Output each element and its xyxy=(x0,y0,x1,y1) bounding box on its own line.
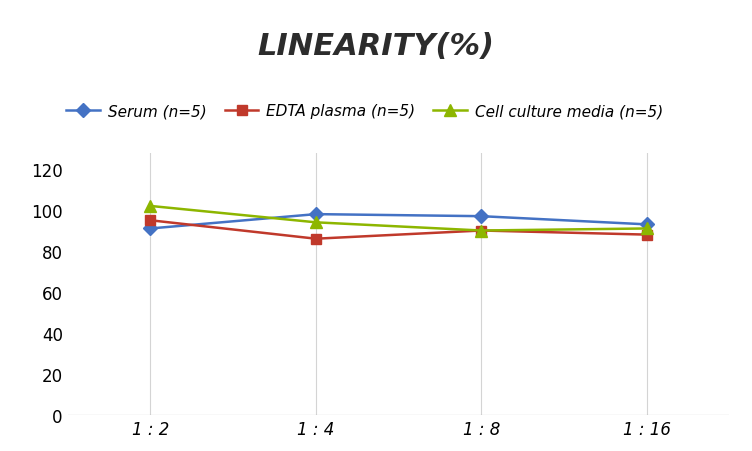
EDTA plasma (n=5) xyxy=(311,236,320,242)
Line: EDTA plasma (n=5): EDTA plasma (n=5) xyxy=(146,216,651,244)
Cell culture media (n=5) xyxy=(642,226,651,232)
Text: LINEARITY(%): LINEARITY(%) xyxy=(257,32,495,60)
Serum (n=5) xyxy=(642,222,651,228)
Cell culture media (n=5) xyxy=(311,220,320,226)
Serum (n=5) xyxy=(146,226,155,232)
Line: Serum (n=5): Serum (n=5) xyxy=(146,210,651,234)
EDTA plasma (n=5) xyxy=(642,232,651,238)
Legend: Serum (n=5), EDTA plasma (n=5), Cell culture media (n=5): Serum (n=5), EDTA plasma (n=5), Cell cul… xyxy=(60,98,669,125)
Line: Cell culture media (n=5): Cell culture media (n=5) xyxy=(145,201,652,236)
Cell culture media (n=5) xyxy=(477,228,486,234)
EDTA plasma (n=5) xyxy=(146,218,155,224)
Serum (n=5) xyxy=(477,214,486,219)
EDTA plasma (n=5) xyxy=(477,228,486,234)
Cell culture media (n=5) xyxy=(146,204,155,209)
Serum (n=5) xyxy=(311,212,320,217)
